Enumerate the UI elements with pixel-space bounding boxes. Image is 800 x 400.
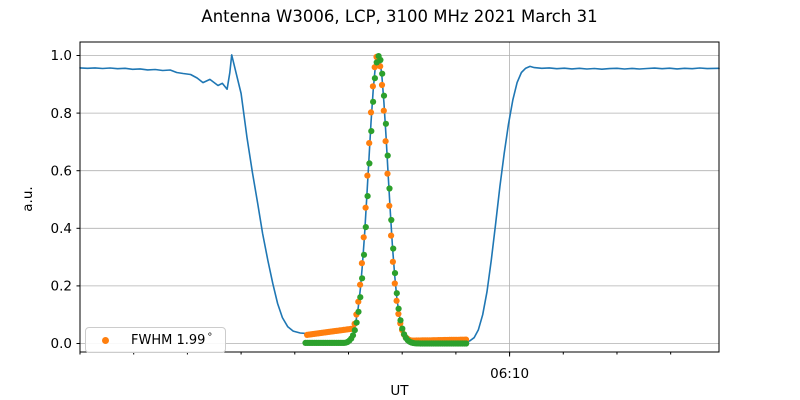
data-dot bbox=[355, 308, 362, 315]
data-dot bbox=[390, 245, 397, 252]
data-dot bbox=[463, 340, 470, 347]
data-dot bbox=[371, 75, 378, 82]
data-dot bbox=[382, 138, 389, 145]
data-dot bbox=[377, 56, 384, 64]
chart-title: Antenna W3006, LCP, 3100 MHz 2021 March … bbox=[201, 7, 598, 26]
y-tick-label: 0.0 bbox=[51, 336, 72, 352]
y-tick-label: 0.2 bbox=[51, 279, 72, 295]
data-dot bbox=[362, 204, 369, 211]
data-dot bbox=[384, 170, 391, 177]
data-dot bbox=[382, 120, 389, 127]
legend: FWHM 1.99 ° bbox=[85, 327, 226, 353]
data-dot bbox=[391, 270, 399, 277]
data-dot bbox=[360, 251, 368, 258]
data-dot bbox=[364, 172, 371, 179]
data-dot bbox=[380, 92, 388, 99]
data-dot bbox=[395, 305, 402, 312]
data-dot bbox=[391, 280, 398, 287]
data-dot bbox=[389, 258, 396, 265]
data-dot bbox=[368, 128, 375, 135]
data-dot bbox=[353, 319, 360, 326]
data-dot bbox=[393, 290, 400, 297]
data-dot bbox=[351, 327, 358, 334]
data-dot bbox=[378, 81, 386, 89]
data-dot bbox=[393, 297, 400, 304]
y-axis-label: a.u. bbox=[20, 186, 36, 212]
data-dot bbox=[379, 70, 386, 77]
data-dot bbox=[362, 224, 369, 231]
data-dot bbox=[399, 325, 406, 332]
y-tick-label: 0.4 bbox=[51, 221, 72, 237]
axes-spines bbox=[79, 41, 720, 353]
drift-scan-line bbox=[79, 54, 720, 343]
data-dot bbox=[349, 332, 357, 339]
data-dot bbox=[384, 152, 391, 159]
y-tick-label: 0.8 bbox=[51, 106, 72, 122]
data-dot bbox=[359, 275, 366, 282]
data-dot bbox=[370, 98, 377, 105]
data-dot bbox=[369, 83, 376, 90]
x-axis-label: UT bbox=[390, 383, 409, 399]
degree-symbol: ° bbox=[207, 332, 213, 343]
y-tick-label: 1.0 bbox=[51, 48, 72, 64]
data-dot bbox=[357, 281, 364, 288]
x-tick-label: 06:10 bbox=[490, 366, 530, 382]
green-background-subtracted-dots bbox=[302, 53, 470, 347]
data-dot bbox=[380, 107, 387, 114]
data-dot bbox=[366, 140, 373, 147]
data-dot bbox=[397, 317, 404, 324]
gridlines bbox=[80, 42, 719, 352]
data-dot bbox=[364, 193, 371, 200]
data-dot bbox=[371, 64, 378, 71]
data-dot bbox=[358, 260, 365, 267]
data-dot bbox=[395, 310, 402, 317]
y-tick-label: 0.6 bbox=[51, 163, 72, 179]
legend-label: FWHM 1.99 ° bbox=[131, 332, 213, 348]
data-dot bbox=[367, 109, 375, 116]
data-dot bbox=[386, 202, 393, 209]
data-dot bbox=[388, 216, 395, 224]
legend-marker-dot bbox=[102, 336, 109, 344]
data-dot bbox=[366, 160, 373, 167]
data-dot bbox=[388, 232, 395, 239]
data-dot bbox=[386, 185, 393, 192]
data-dot bbox=[357, 294, 364, 301]
data-dot bbox=[360, 234, 367, 241]
